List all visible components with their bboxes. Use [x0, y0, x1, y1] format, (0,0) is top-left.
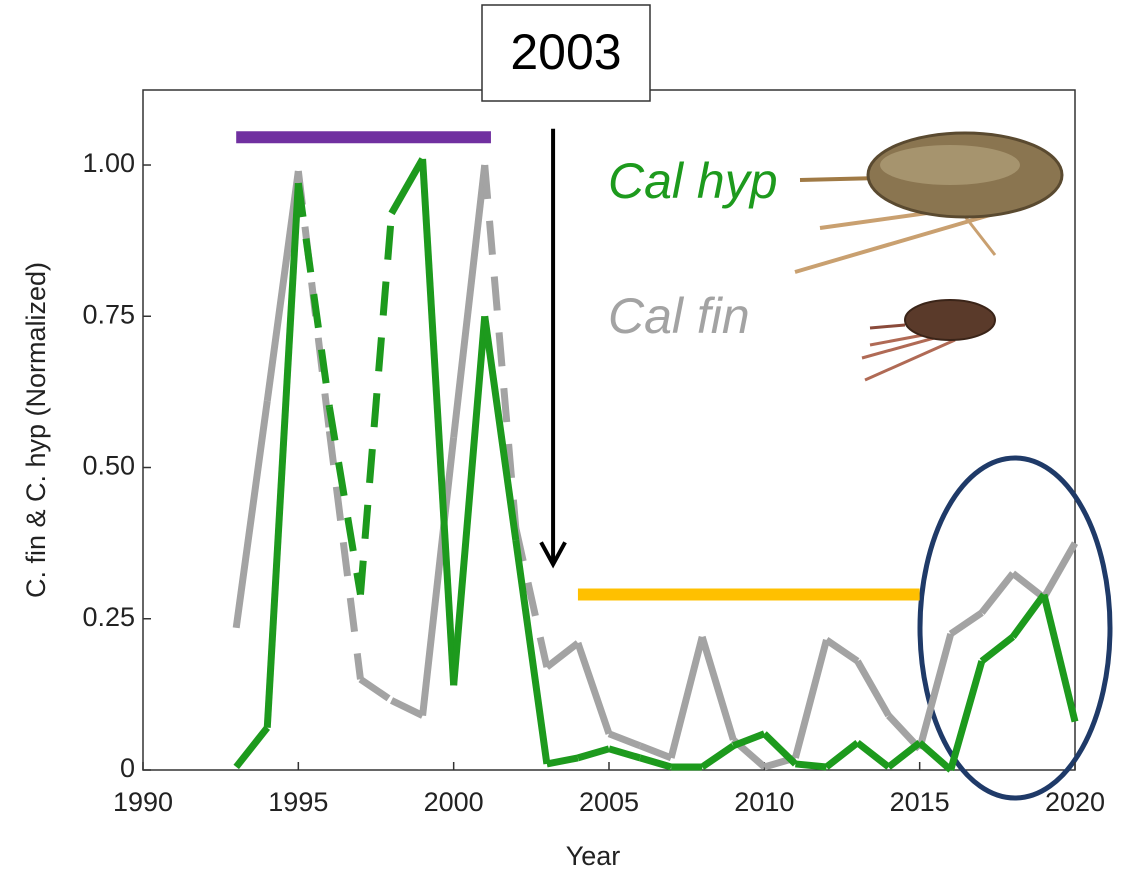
line-segment [233, 725, 271, 770]
line-segment [639, 754, 673, 771]
line-segment [544, 640, 581, 670]
x-tick-label: 1995 [268, 787, 328, 817]
line-segment [419, 436, 458, 716]
line-segment [667, 636, 706, 759]
highlight-ellipse [917, 455, 1113, 801]
line-segment [854, 659, 892, 718]
line-segment [325, 406, 364, 596]
line-segment [947, 660, 986, 771]
series-line [233, 157, 1079, 773]
line-segment [824, 740, 860, 770]
line-segment [388, 157, 426, 216]
line-segment [232, 400, 271, 629]
x-tick-label: 2015 [890, 787, 950, 817]
line-segment [481, 315, 520, 541]
line-segment [1040, 541, 1079, 600]
line-segment [574, 641, 613, 735]
x-tick-label: 2010 [734, 787, 794, 817]
line-segment [356, 213, 396, 595]
line-segment [450, 164, 489, 438]
copepod-large [794, 131, 1064, 274]
legend-label: Cal hyp [608, 153, 778, 209]
line-segment [608, 745, 642, 762]
y-tick-label: 0.75 [82, 299, 135, 329]
line-segment [263, 170, 302, 402]
line-segment [886, 740, 922, 770]
copepod-small [861, 299, 996, 382]
line-segment [263, 182, 302, 728]
line-segment [325, 430, 364, 680]
y-axis-label: C. fin & C. hyp (Normalized) [21, 262, 51, 598]
line-segment [481, 164, 520, 529]
y-tick-label: 0.25 [82, 602, 135, 632]
line-segment [419, 158, 458, 686]
line-segment [700, 742, 736, 770]
line-segment [1010, 592, 1047, 639]
line-segment [698, 635, 737, 741]
line-segment [824, 637, 860, 664]
legend-label: Cal fin [608, 288, 750, 344]
line-segment [917, 740, 954, 773]
line-segment [948, 609, 984, 637]
line-segment [512, 527, 551, 668]
line-segment [294, 182, 333, 408]
y-tick-label: 0 [120, 753, 135, 783]
line-segment [761, 731, 798, 767]
x-tick-label: 1990 [113, 787, 173, 817]
x-tick-label: 2005 [579, 787, 639, 817]
line-segment [795, 760, 827, 771]
y-tick-label: 1.00 [82, 148, 135, 178]
line-segment [546, 754, 579, 768]
x-tick-label: 2020 [1045, 787, 1105, 817]
line-segment [512, 539, 551, 765]
line-segment [916, 632, 955, 750]
line-segment [390, 697, 425, 719]
event-label: 2003 [510, 24, 621, 80]
line-segment [979, 634, 1016, 664]
line-segment [576, 745, 610, 762]
line-segment [731, 730, 766, 750]
event-box [481, 4, 651, 102]
line-segment [358, 676, 394, 704]
line-segment [855, 740, 891, 770]
event-arrowhead [539, 541, 567, 569]
line-segment [1040, 593, 1079, 723]
line-segment [792, 639, 830, 759]
line-segment [638, 742, 673, 762]
series-line [232, 164, 1079, 771]
line-segment [979, 571, 1016, 615]
line-segment [607, 730, 642, 750]
x-tick-label: 2000 [424, 787, 484, 817]
x-axis-label: Year [566, 841, 621, 871]
y-tick-label: 0.50 [82, 451, 135, 481]
line-segment [1010, 570, 1047, 601]
line-segment [450, 315, 489, 686]
